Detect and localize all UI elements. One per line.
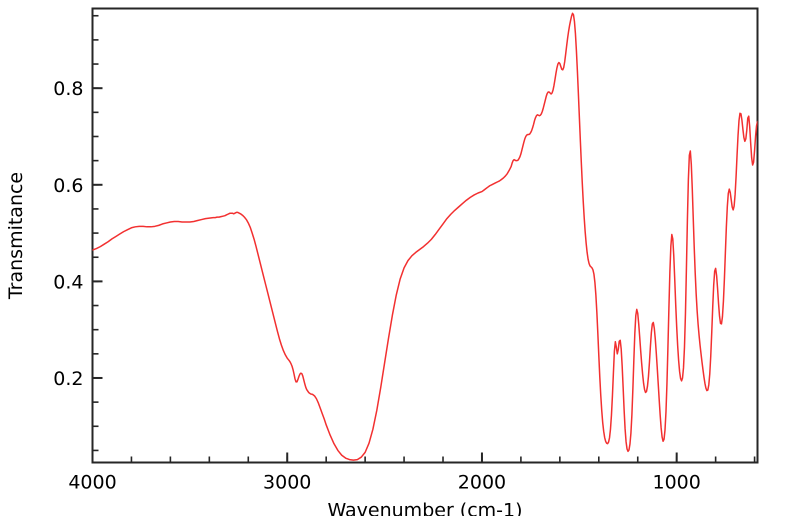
x-tick-label: 2000 bbox=[458, 472, 506, 494]
y-axis-title: Transmitance bbox=[5, 172, 27, 300]
x-axis-title: Wavenumber (cm-1) bbox=[327, 500, 522, 516]
x-tick-label: 1000 bbox=[653, 472, 701, 494]
data-line bbox=[92, 12, 758, 461]
y-tick-label: 0.8 bbox=[53, 78, 83, 100]
y-tick-label: 0.4 bbox=[53, 271, 83, 293]
plot-frame bbox=[91, 7, 759, 464]
x-tick-label: 3000 bbox=[263, 472, 311, 494]
y-tick-label: 0.6 bbox=[53, 175, 83, 197]
x-tick-label: 4000 bbox=[68, 472, 116, 494]
y-tick-label: 0.2 bbox=[53, 368, 83, 390]
